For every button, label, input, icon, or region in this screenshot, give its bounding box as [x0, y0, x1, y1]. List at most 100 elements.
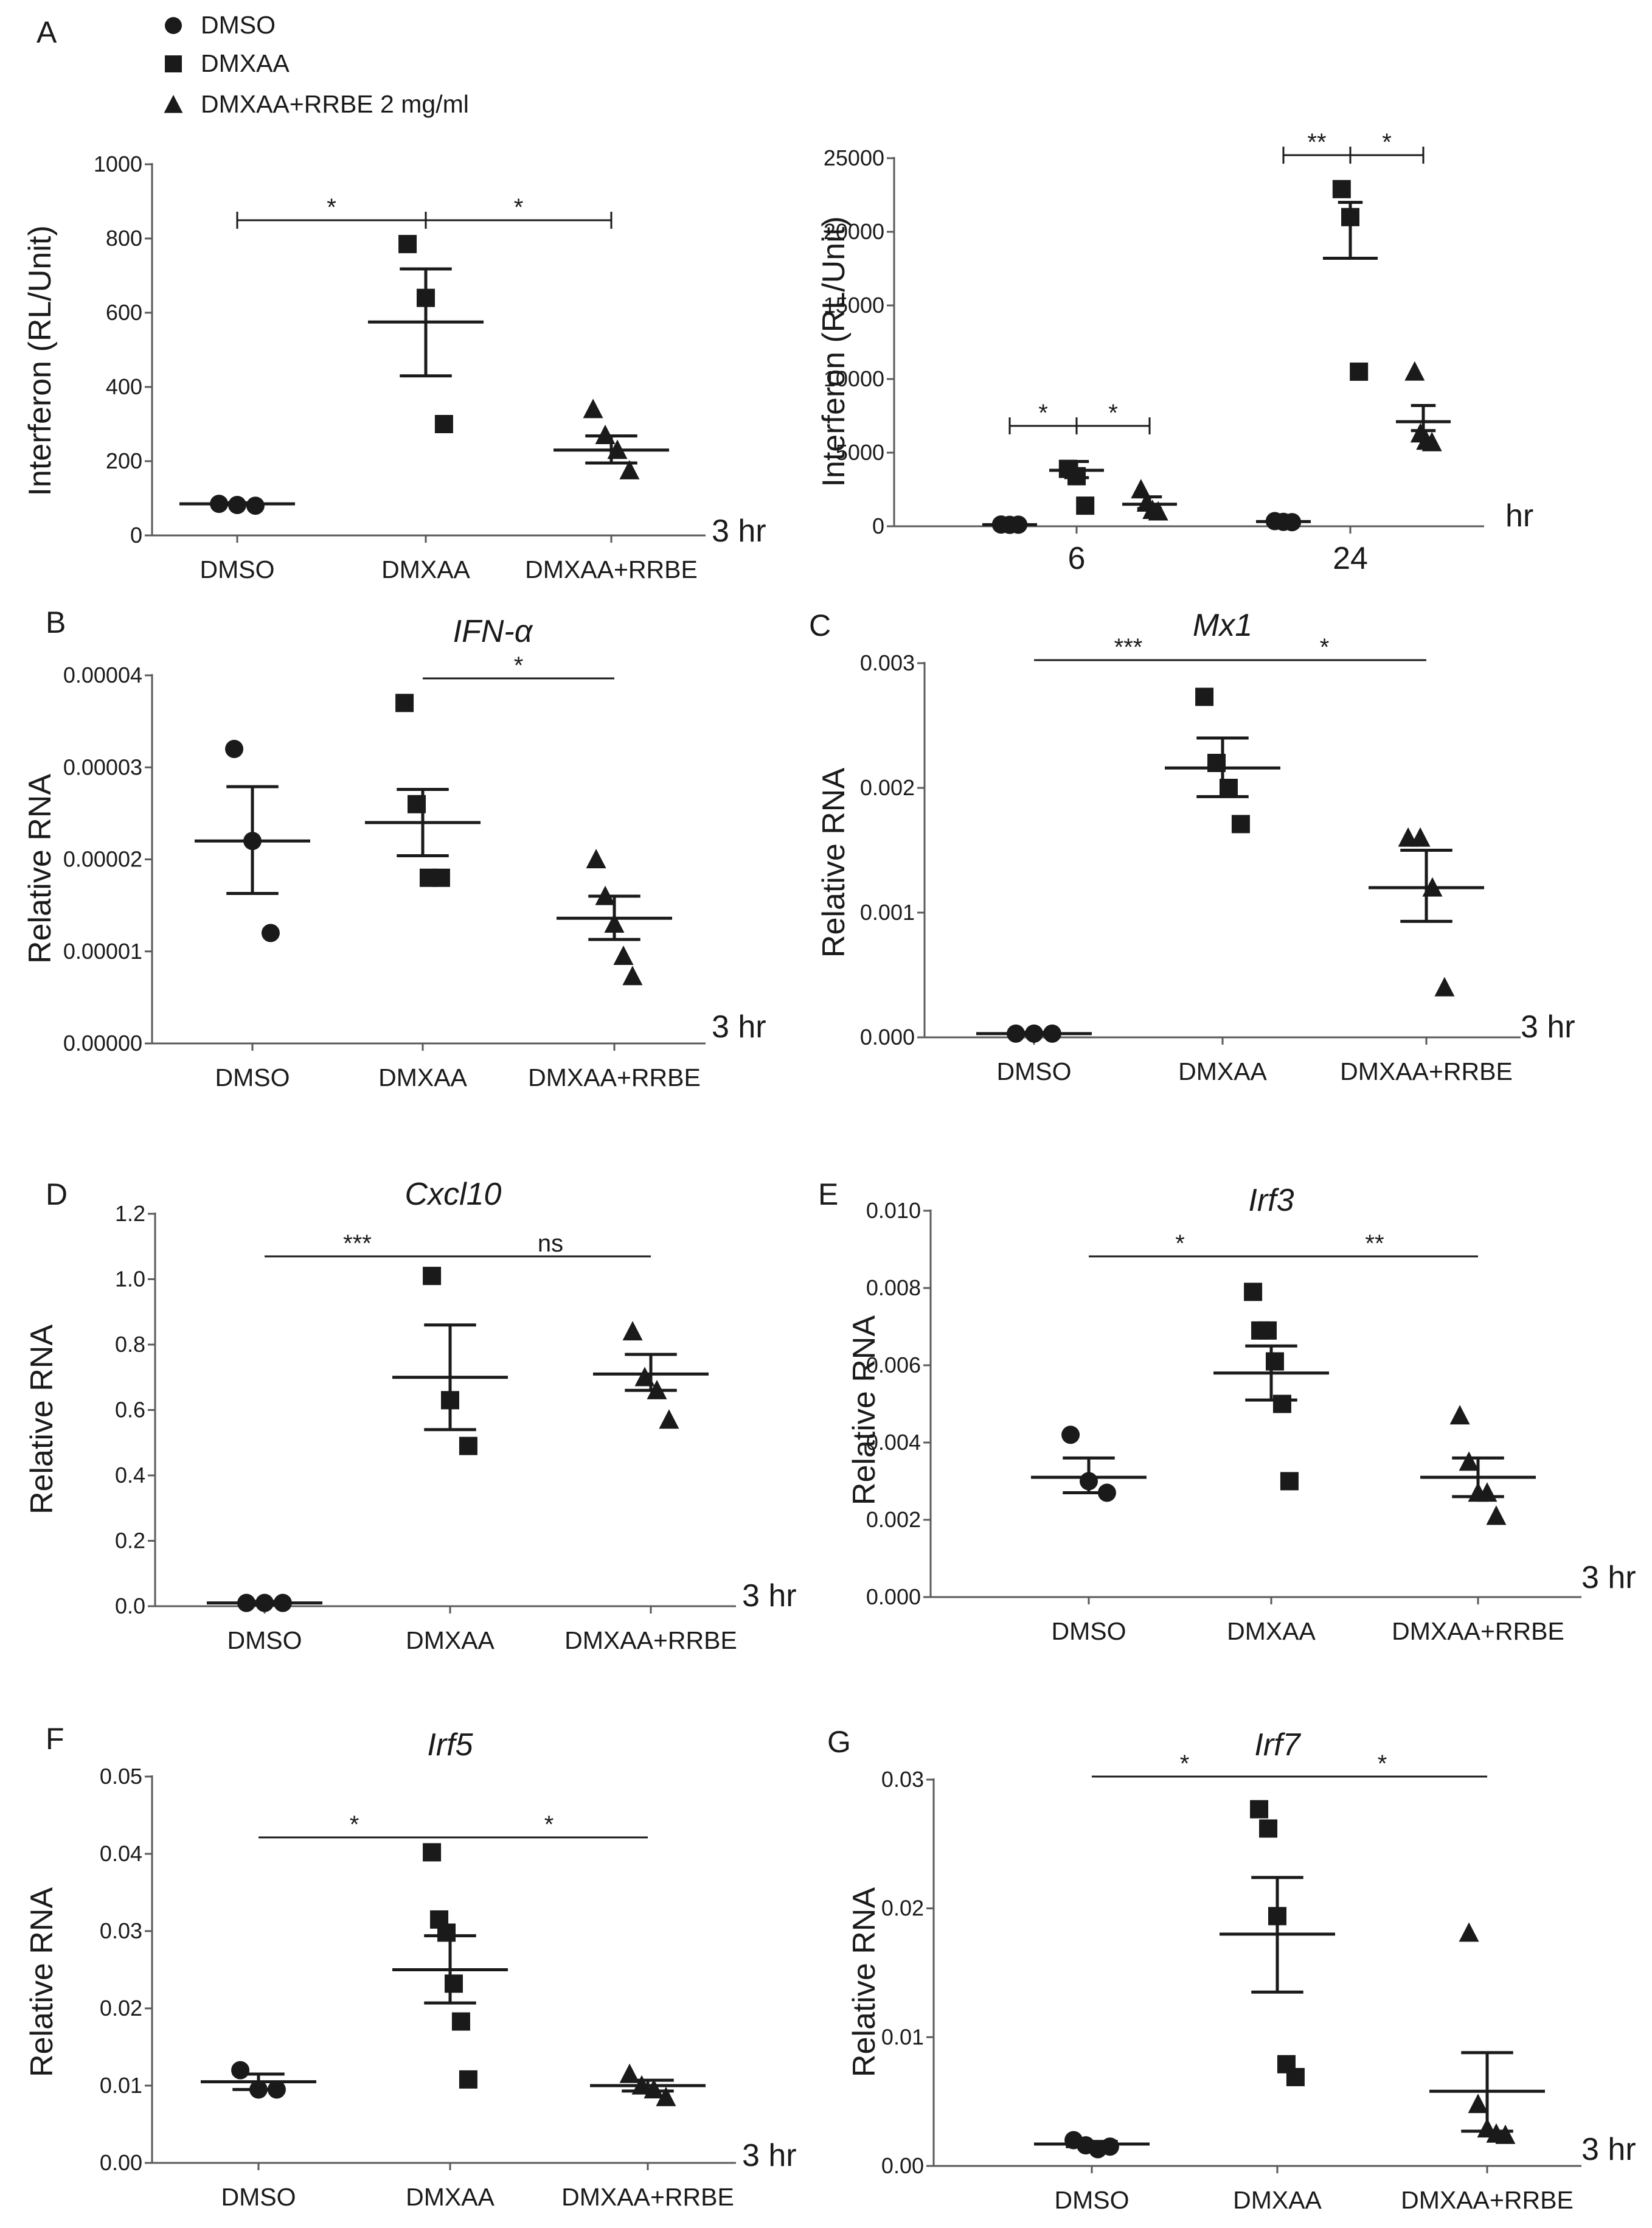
significance-label: * — [1320, 634, 1330, 661]
data-point — [408, 795, 426, 813]
data-point — [1265, 1352, 1284, 1371]
data-point — [619, 460, 640, 479]
significance-label: *** — [1114, 634, 1143, 661]
data-point — [1219, 779, 1238, 797]
data-point — [604, 913, 625, 933]
y-axis-label: Interferon (RL/Unit) — [816, 216, 852, 487]
x-tick-label: 24 — [1333, 541, 1368, 576]
series-square — [365, 694, 481, 887]
data-point — [459, 2070, 477, 2089]
data-point — [656, 2086, 676, 2106]
data-point — [1025, 1024, 1043, 1043]
data-point — [1007, 1024, 1026, 1043]
x-tick-label: DMSO — [1055, 2186, 1130, 2214]
y-tick-label: 1.0 — [115, 1267, 145, 1292]
y-tick-label: 0.4 — [115, 1463, 145, 1488]
legend-label: DMXAA+RRBE 2 mg/ml — [201, 90, 469, 118]
data-point — [451, 2012, 470, 2031]
data-point — [273, 1593, 292, 1612]
x-tick-label: DMSO — [227, 1626, 302, 1654]
panel-g: G 0.00 0.01 0.02 0.03 Relative RNA Irf7 3 hr DMS… — [827, 1725, 1636, 2214]
y-tick-label: 0.00 — [100, 2150, 142, 2175]
y-tick-label: 0.02 — [881, 1896, 924, 1921]
significance-bracket: * — [450, 1811, 648, 1839]
significance-bracket: ** — [1271, 1230, 1478, 1258]
significance-label: * — [327, 194, 336, 221]
data-point — [1350, 362, 1369, 381]
figure-panels: A 0 200 400 600 800 1000 Interferon (RL/Unit) 3 … — [23, 15, 1636, 2214]
y-tick-label: 0.010 — [866, 1198, 921, 1223]
data-point — [423, 1843, 442, 1862]
y-tick-label: 5000 — [836, 440, 884, 465]
y-tick-label: 0.00004 — [63, 663, 142, 688]
x-tick-label: 6 — [1068, 541, 1086, 576]
data-point — [1272, 1394, 1291, 1413]
y-tick-label: 0.002 — [860, 775, 915, 800]
data-point — [437, 1923, 456, 1942]
data-point — [1195, 688, 1214, 706]
data-point — [1097, 1483, 1116, 1502]
series-square — [1165, 688, 1280, 834]
y-tick-label: 0.001 — [860, 900, 915, 925]
y-tick-label: 0.000 — [860, 1025, 915, 1050]
data-point — [249, 2080, 268, 2099]
data-point — [434, 415, 453, 433]
data-point — [225, 740, 244, 758]
x-tick-label: DMXAA — [406, 1626, 495, 1654]
y-tick-label: 25000 — [824, 145, 884, 170]
data-point — [1148, 501, 1168, 521]
data-point — [444, 1974, 463, 1993]
y-tick-label: 0.000 — [866, 1584, 921, 1609]
y-tick-label: 0.03 — [100, 1918, 142, 1943]
y-tick-label: 0.003 — [860, 650, 915, 675]
significance-label: * — [1382, 129, 1392, 156]
significance-bracket: * — [1349, 129, 1425, 164]
legend-marker-triangle — [164, 94, 183, 113]
series-triangle — [590, 2063, 706, 2106]
time-label: 3 hr — [1581, 1560, 1636, 1595]
y-tick-label: 15000 — [824, 293, 884, 318]
data-point — [1280, 1472, 1299, 1491]
data-point — [255, 1593, 274, 1612]
series-square — [368, 235, 484, 433]
significance-bracket: * — [1075, 400, 1151, 434]
y-tick-label: 0.00000 — [63, 1031, 142, 1056]
significance-bracket: * — [425, 194, 613, 229]
y-tick-label: 0.02 — [100, 1996, 142, 2021]
y-tick-label: 20000 — [824, 219, 884, 244]
significance-label: *** — [343, 1230, 372, 1257]
y-tick-label: 0 — [130, 523, 142, 548]
y-axis-label: Relative RNA — [816, 768, 852, 958]
significance-bracket: * — [236, 194, 427, 229]
x-tick-label: DMXAA+RRBE — [561, 2183, 734, 2211]
legend-item: DMSO — [165, 11, 276, 39]
data-point — [423, 1267, 442, 1286]
panel-title: Irf7 — [1254, 1727, 1301, 1763]
data-point — [586, 849, 606, 869]
significance-bracket: ** — [1282, 129, 1352, 164]
data-point — [1061, 1426, 1080, 1444]
panel-c: C 0.000 0.001 0.002 0.003 Relative RNA Mx1 3 hr… — [809, 608, 1575, 1085]
data-point — [1067, 467, 1086, 486]
significance-label: ns — [538, 1230, 563, 1257]
data-point — [595, 885, 616, 905]
data-point — [1207, 754, 1226, 772]
data-point — [1495, 2124, 1516, 2144]
series-triangle — [1369, 827, 1484, 997]
y-tick-label: 0.00003 — [63, 754, 142, 779]
series-triangle — [593, 1321, 709, 1429]
significance-bracket: * — [1277, 1750, 1487, 1778]
y-tick-label: 0.05 — [100, 1764, 142, 1789]
data-point — [1259, 1819, 1278, 1838]
time-label: 3 hr — [742, 1578, 797, 1614]
y-tick-label: 0 — [872, 513, 884, 538]
data-point — [228, 495, 246, 514]
panel-title: Cxcl10 — [405, 1177, 502, 1212]
series-circle — [195, 740, 310, 942]
data-point — [237, 1593, 256, 1612]
data-point — [398, 235, 417, 254]
data-point — [1459, 1451, 1479, 1471]
panel-letter: A — [36, 15, 57, 49]
significance-bracket: * — [259, 1811, 450, 1839]
y-tick-label: 0.03 — [881, 1767, 924, 1792]
